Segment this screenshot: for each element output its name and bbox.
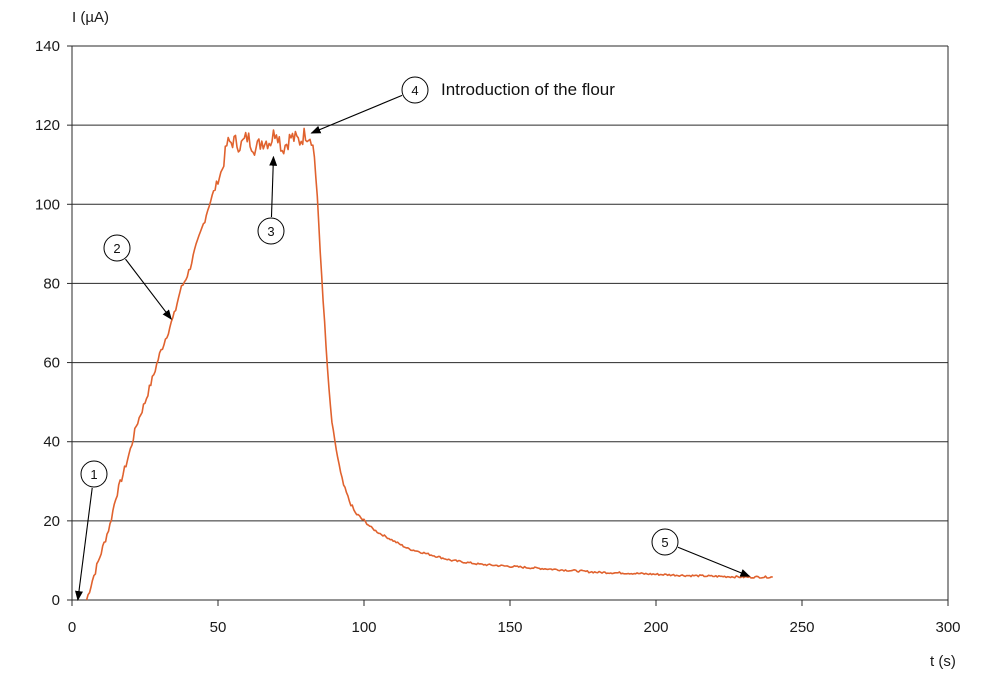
annotation-number: 1 [90, 467, 97, 482]
y-tick-label: 120 [35, 117, 60, 134]
annotation-arrow [75, 487, 93, 601]
annotation-1: 1 [75, 460, 108, 601]
series-line-current [85, 127, 773, 601]
y-tick-label: 100 [35, 196, 60, 213]
x-tick-label: 150 [497, 619, 522, 636]
annotation-2: 2 [103, 234, 172, 320]
annotation-3: 3 [257, 155, 285, 245]
annotation-5: 5 [651, 528, 751, 577]
annotation-number: 5 [661, 535, 668, 550]
annotation-marker-circle [651, 528, 679, 556]
annotation-number: 3 [267, 224, 274, 239]
y-tick-label: 140 [35, 38, 60, 55]
annotation-number: 2 [113, 241, 120, 256]
annotation-arrow [125, 258, 172, 320]
x-tick-label: 100 [351, 619, 376, 636]
annotation-text: Introduction of the flour [441, 80, 615, 99]
annotation-marker-circle [80, 460, 108, 488]
y-tick-label: 0 [52, 592, 60, 609]
annotation-arrow [269, 155, 278, 218]
tick-labels: 0 20 40 60 80 100 120 140 0 50 100 150 200 250 300 [35, 38, 961, 636]
series [85, 127, 773, 601]
x-axis-label: t (s) [930, 653, 956, 670]
annotation-arrow [677, 546, 751, 577]
annotation-marker-circle [401, 76, 429, 104]
axes [67, 45, 949, 606]
x-tick-label: 250 [789, 619, 814, 636]
annotation-marker-circle [257, 217, 285, 245]
x-tick-label: 0 [68, 619, 76, 636]
x-tick-label: 200 [643, 619, 668, 636]
y-tick-label: 80 [43, 275, 60, 292]
annotation-arrow [310, 94, 403, 134]
annotation-number: 4 [411, 83, 418, 98]
y-tick-label: 20 [43, 513, 60, 530]
y-tick-label: 40 [43, 434, 60, 451]
annotation-marker-circle [103, 234, 131, 262]
y-axis-label: I (µA) [72, 9, 109, 26]
x-tick-label: 50 [210, 619, 227, 636]
annotations: 1 2 3 4 Introduction of the flour 5 [75, 76, 751, 601]
y-tick-label: 60 [43, 355, 60, 372]
annotation-4: 4 Introduction of the flour [310, 76, 615, 134]
gridlines [72, 45, 948, 522]
x-tick-label: 300 [935, 619, 960, 636]
